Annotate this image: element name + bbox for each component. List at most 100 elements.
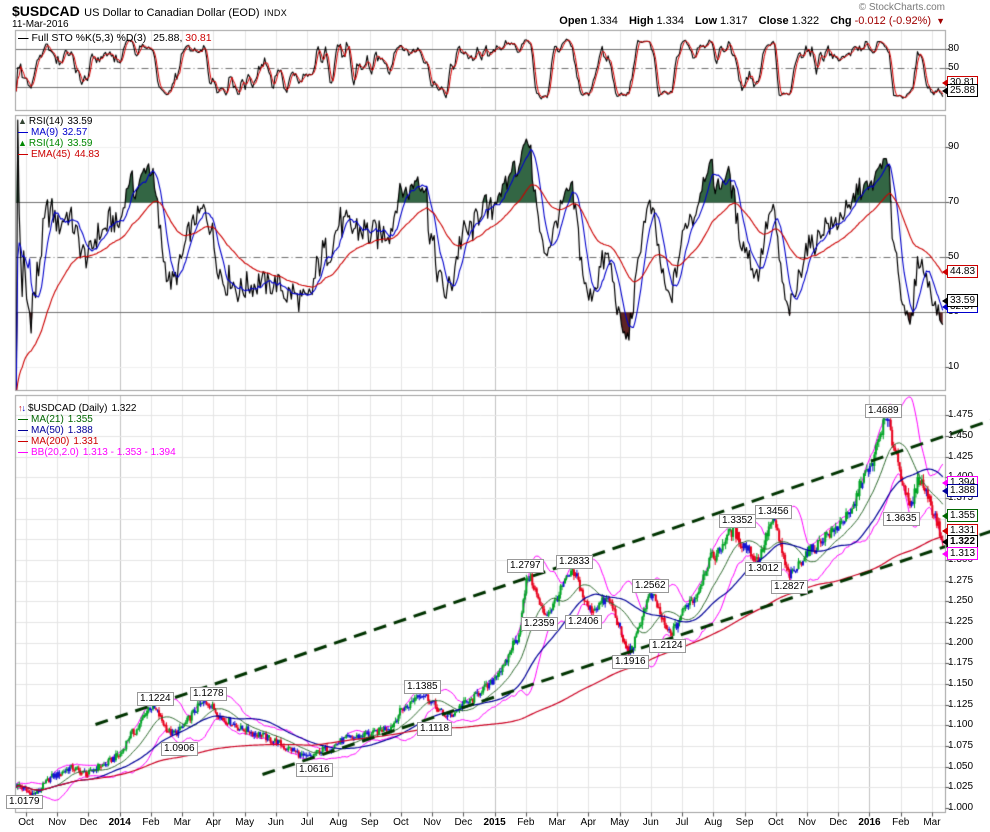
ma21-label: MA(21) (31, 414, 64, 425)
close-label: Close (758, 15, 789, 27)
callout-pointer-icon (942, 297, 948, 305)
ma200-value: 1.331 (73, 436, 99, 447)
x-axis-label: Jun (642, 817, 659, 828)
price-annotation: 1.3012 (745, 562, 782, 576)
change-down-triangle-icon: ▼ (936, 16, 945, 26)
ma21-value: 1.355 (67, 414, 93, 425)
bb-label: BB(20,2.0) (31, 447, 79, 458)
price-annotation: 1.3352 (719, 514, 756, 528)
rsi-value: 33.59 (67, 116, 93, 127)
stoch-legend: — Full STO %K(5,3) %D(3) 25.88, 30.81 (18, 33, 212, 44)
callout-pointer-icon (942, 79, 948, 87)
x-axis-label: May (610, 817, 629, 828)
x-axis-label: Apr (580, 817, 597, 828)
line-swatch-icon: — (18, 436, 28, 447)
y-axis-label: 90 (948, 141, 960, 152)
callout-pointer-icon (942, 527, 948, 535)
area-swatch-icon: ▲ (18, 116, 27, 126)
legend-item-rsi: ▲ RSI(14) 33.59 (18, 116, 99, 127)
x-axis-label: Oct (767, 817, 784, 828)
y-axis-label: 1.200 (948, 636, 974, 648)
y-axis-label: 1.125 (948, 698, 974, 710)
x-axis-label: Oct (18, 817, 34, 828)
y-axis-label: 1.000 (948, 802, 974, 813)
x-axis-label: May (235, 817, 255, 828)
x-axis-label: Sep (735, 817, 754, 828)
line-swatch-icon: — (18, 425, 28, 436)
ma9-value: 32.57 (62, 127, 88, 138)
x-axis-label: Sep (360, 817, 379, 828)
low-value: 1.317 (720, 15, 748, 27)
y-axis-label: 1.150 (948, 677, 974, 689)
x-axis-label: Mar (923, 817, 941, 828)
y-axis-label: 50 (948, 251, 960, 262)
legend-item-ma21: — MA(21) 1.355 (18, 414, 176, 425)
legend-item-rsi-ema45: — EMA(45) 44.83 (18, 149, 99, 160)
up-down-arrows-icon: ↑↓ (18, 403, 26, 413)
y-axis-label: 1.225 (948, 615, 974, 627)
legend-item-ma50: — MA(50) 1.388 (18, 425, 176, 436)
price-annotation: 1.0179 (6, 795, 43, 809)
chg-value: -0.012 (-0.92%) (854, 15, 932, 27)
x-axis-label: Nov (423, 817, 441, 828)
legend-item-rsi-green: ▲ RSI(14) 33.59 (18, 138, 99, 149)
x-axis-label: Mar (173, 817, 191, 828)
chg-label: Chg (830, 15, 852, 27)
axis-value-callout: 1.322 (942, 535, 979, 548)
x-axis-label: Feb (517, 817, 535, 828)
axis-value-callout: 33.59 (942, 294, 979, 307)
callout-pointer-icon (942, 479, 948, 487)
high-value: 1.334 (656, 15, 684, 27)
x-axis-label: Feb (892, 817, 910, 828)
ema45-value: 44.83 (74, 149, 100, 160)
x-axis-label: 2016 (858, 817, 881, 828)
callout-pointer-icon (942, 550, 948, 558)
ma200-label: MA(200) (31, 436, 70, 447)
exchange-label: INDX (264, 8, 288, 18)
chart-header: $USDCAD US Dollar to Canadian Dollar (EO… (12, 3, 287, 21)
price-annotation: 1.2406 (565, 615, 602, 629)
price-annotation: 1.2562 (632, 579, 669, 593)
axis-value-callout: 1.313 (942, 547, 979, 560)
bb-value: 1.313 - 1.353 - 1.394 (82, 447, 176, 458)
symbol-daily-label: $USDCAD (Daily) (28, 403, 108, 414)
callout-pointer-icon (942, 268, 948, 276)
legend-item-symbol: ↑↓ $USDCAD (Daily) 1.322 (18, 403, 176, 414)
y-axis-label: 1.025 (948, 781, 974, 793)
x-axis-label: Dec (829, 817, 848, 828)
rsi-legend: ▲ RSI(14) 33.59 — MA(9) 32.57 ▲ RSI(14) 33.59 … (18, 116, 99, 160)
x-axis-label: Dec (454, 817, 473, 828)
y-axis-label: 1.275 (948, 574, 974, 586)
ema45-label: EMA(45) (31, 149, 71, 160)
legend-item-bb: — BB(20,2.0) 1.313 - 1.353 - 1.394 (18, 447, 176, 458)
symbol: $USDCAD (12, 3, 80, 19)
price-annotation: 1.3635 (883, 512, 920, 526)
price-annotation: 1.2833 (556, 555, 593, 569)
line-swatch-icon: — (18, 447, 28, 458)
open-label: Open (559, 15, 588, 27)
ma50-value: 1.388 (67, 425, 93, 436)
page-title: US Dollar to Canadian Dollar (EOD) (84, 7, 260, 19)
stoch-legend-name: Full STO %K(5,3) %D(3) (31, 32, 147, 44)
x-axis-label: Apr (205, 817, 222, 828)
x-axis-label: Aug (329, 817, 348, 828)
x-axis-label: 2015 (483, 817, 506, 828)
close-value: 1.322 (791, 15, 820, 27)
y-axis-label: 1.475 (948, 409, 974, 421)
y-axis-label: 1.425 (948, 450, 974, 462)
stoch-d-value: 30.81 (185, 32, 212, 44)
x-axis-label: 2014 (108, 817, 131, 828)
y-axis-label: 1.250 (948, 595, 974, 607)
x-axis-label: Oct (393, 817, 409, 828)
y-axis-label: 1.375 (948, 491, 974, 503)
symbol-daily-value: 1.322 (111, 403, 137, 414)
x-axis-label: Mar (548, 817, 566, 828)
x-axis-label: Nov (48, 817, 67, 828)
chart-date: 11-Mar-2016 (12, 19, 69, 30)
area-swatch-icon: ▲ (18, 138, 27, 148)
price-annotation: 1.2827 (771, 580, 808, 594)
stoch-line-swatch-icon: — (18, 32, 29, 44)
callout-pointer-icon (942, 538, 948, 546)
y-axis-label: 10 (948, 361, 960, 372)
